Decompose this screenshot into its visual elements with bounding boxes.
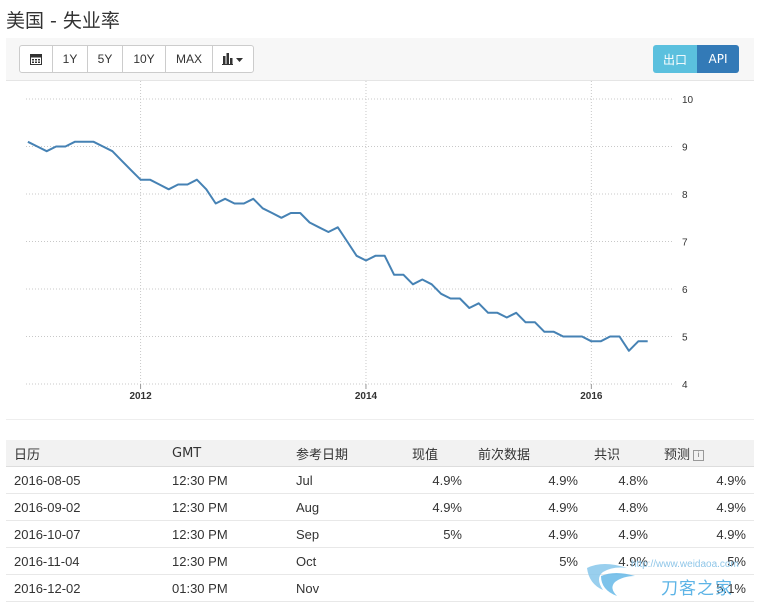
calendar-icon — [30, 54, 42, 65]
cell-actual: 4.9% — [404, 493, 470, 521]
header-reference-date: 参考日期 — [288, 440, 404, 467]
y-tick-label: 8 — [682, 190, 688, 201]
cell-actual — [404, 547, 470, 575]
table-header-row: 日历 GMT 参考日期 现值 前次数据 共识 预测 i — [6, 440, 754, 467]
chart-type-dropdown[interactable] — [212, 45, 254, 73]
cell-calendar: 2016-10-07 — [6, 520, 164, 548]
cell-consensus — [586, 574, 656, 602]
cell-previous: 5% — [470, 547, 586, 575]
cell-previous: 4.9% — [470, 466, 586, 494]
cell-calendar: 2016-11-04 — [6, 547, 164, 575]
cell-consensus: 4.8% — [586, 466, 656, 494]
cell-previous: 4.9% — [470, 520, 586, 548]
x-tick-label: 2014 — [355, 391, 378, 402]
export-button[interactable]: 出口 — [653, 45, 697, 73]
cell-calendar: 2016-12-02 — [6, 574, 164, 602]
header-gmt: GMT — [164, 440, 288, 467]
cell-reference-date: Jul — [288, 466, 404, 494]
cell-actual: 5% — [404, 520, 470, 548]
cell-reference-date: Nov — [288, 574, 404, 602]
table-row: 2016-09-02 12:30 PM Aug 4.9% 4.9% 4.8% 4.9% — [6, 493, 754, 521]
y-tick-label: 9 — [682, 143, 688, 154]
cell-calendar: 2016-08-05 — [6, 466, 164, 494]
api-button[interactable]: API — [697, 45, 739, 73]
header-calendar: 日历 — [6, 440, 164, 467]
y-tick-label: 4 — [682, 380, 688, 391]
cell-gmt: 12:30 PM — [164, 466, 288, 494]
info-icon[interactable]: i — [693, 449, 705, 461]
cell-reference-date: Aug — [288, 493, 404, 521]
y-tick-label: 10 — [682, 95, 694, 106]
cell-consensus: 4.9% — [586, 547, 656, 575]
cell-previous: 4.9% — [470, 493, 586, 521]
header-forecast: 预测 i — [656, 440, 754, 467]
cell-actual: 4.9% — [404, 466, 470, 494]
unemployment-line-chart: 4 5 6 7 8 9 10 2012 2014 2016 — [26, 81, 694, 402]
calendar-table: 日历 GMT 参考日期 现值 前次数据 共识 预测 i 2016-08-05 12:… — [6, 440, 754, 602]
header-previous: 前次数据 — [470, 440, 586, 467]
cell-forecast: 5% — [656, 547, 754, 575]
cell-previous — [470, 574, 586, 602]
header-forecast-label: 预测 — [664, 447, 691, 463]
chart-container: 4 5 6 7 8 9 10 2012 2014 2016 — [6, 81, 754, 420]
cell-forecast: 4.9% — [656, 493, 754, 521]
cell-forecast: 4.9% — [656, 466, 754, 494]
cell-gmt: 01:30 PM — [164, 574, 288, 602]
cell-gmt: 12:30 PM — [164, 493, 288, 521]
cell-consensus: 4.8% — [586, 493, 656, 521]
cell-reference-date: Sep — [288, 520, 404, 548]
range-1y-button[interactable]: 1Y — [52, 45, 88, 73]
y-tick-label: 6 — [682, 285, 688, 296]
header-consensus: 共识 — [586, 440, 656, 467]
header-actual: 现值 — [404, 440, 470, 467]
export-api-group: 出口 API — [653, 45, 739, 73]
cell-reference-date: Oct — [288, 547, 404, 575]
calendar-button[interactable] — [19, 45, 53, 73]
cell-consensus: 4.9% — [586, 520, 656, 548]
cell-gmt: 12:30 PM — [164, 547, 288, 575]
cell-forecast: 5.1% — [656, 574, 754, 602]
y-tick-label: 5 — [682, 333, 688, 344]
cell-actual — [404, 574, 470, 602]
cell-forecast: 4.9% — [656, 520, 754, 548]
cell-gmt: 12:30 PM — [164, 520, 288, 548]
cell-calendar: 2016-09-02 — [6, 493, 164, 521]
x-tick-label: 2016 — [580, 391, 603, 402]
table-row: 2016-12-02 01:30 PM Nov 5.1% — [6, 574, 754, 602]
page-title: 美国 - 失业率 — [6, 10, 120, 32]
range-10y-button[interactable]: 10Y — [122, 45, 166, 73]
series-line — [27, 140, 648, 352]
range-button-group: 1Y 5Y 10Y MAX — [19, 45, 254, 73]
range-5y-button[interactable]: 5Y — [87, 45, 123, 73]
table-row: 2016-08-05 12:30 PM Jul 4.9% 4.9% 4.8% 4.9% — [6, 466, 754, 494]
range-max-button[interactable]: MAX — [165, 45, 213, 73]
table-row: 2016-11-04 12:30 PM Oct 5% 4.9% 5% — [6, 547, 754, 575]
x-tick-label: 2012 — [129, 391, 152, 402]
table-row: 2016-10-07 12:30 PM Sep 5% 4.9% 4.9% 4.9% — [6, 520, 754, 548]
y-tick-label: 7 — [682, 238, 688, 249]
bar-chart-dropdown-icon — [222, 53, 243, 65]
